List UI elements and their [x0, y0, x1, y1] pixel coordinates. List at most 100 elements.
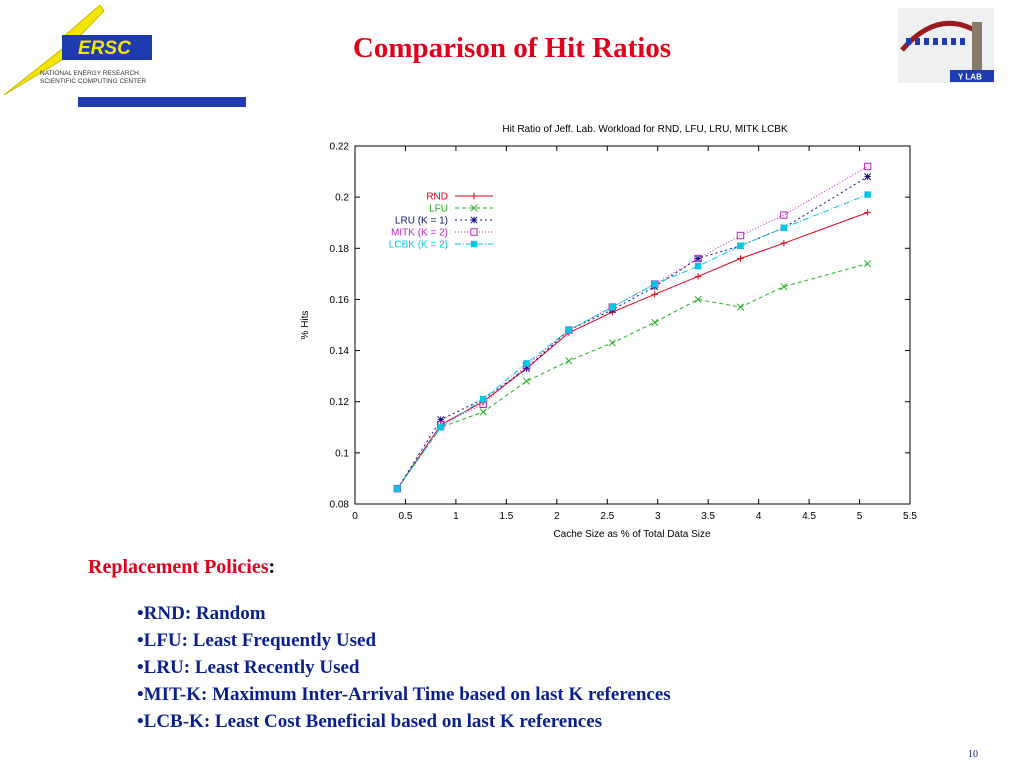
x-tick-label: 0: [352, 511, 358, 522]
x-tick-label: 3.5: [701, 511, 715, 522]
data-point-marker: [864, 173, 872, 181]
policy-item-text: RND: Random: [143, 603, 266, 624]
legend-label: LCBK (K = 2): [389, 240, 448, 251]
x-tick-label: 3: [655, 511, 661, 522]
y-tick-label: 0.12: [330, 397, 350, 408]
legend-label: MITK (K = 2): [391, 228, 448, 239]
legend-label: RND: [426, 192, 448, 203]
data-point-marker: [609, 303, 616, 311]
bullet: •: [137, 603, 144, 624]
data-point-marker: [780, 211, 788, 219]
data-point-marker: [780, 283, 788, 291]
data-point-marker: [479, 408, 487, 416]
data-point-marker: [523, 360, 530, 367]
lab-logo: Y LAB: [898, 8, 994, 83]
series-line: [396, 263, 868, 489]
axis-ticks: 0 0.5 1 1.5 2 2.5 3 3.5 4 4.5 5 5.5 0.08 0.1 0.12 0.14 0…: [330, 142, 918, 523]
lab-logo-text: Y LAB: [958, 73, 982, 82]
x-tick-label: 4: [756, 511, 762, 522]
lab-logo-windows-icon: [906, 38, 965, 45]
data-point-marker: [651, 291, 658, 298]
y-tick-label: 0.22: [330, 142, 350, 153]
data-point-marker: [780, 224, 788, 232]
data-point-marker: [736, 231, 745, 240]
policy-item-text: LFU: Least Frequently Used: [143, 630, 377, 651]
x-tick-label: 4.5: [802, 511, 816, 522]
y-tick-label: 0.2: [335, 193, 349, 204]
series-line: [396, 212, 868, 489]
policy-item: •LFU: Least Frequently Used: [137, 627, 671, 654]
data-point-marker: [479, 395, 487, 403]
nersc-logo: ERSC NATIONAL ENERGY RESEARCH SCIENTIFIC…: [3, 5, 246, 107]
data-point-marker: [864, 260, 872, 268]
data-point-marker: [736, 303, 745, 311]
policy-item: •LCB-K: Least Cost Beneficial based on l…: [137, 708, 671, 735]
data-point-marker: [394, 485, 401, 492]
data-point-marker: [437, 424, 444, 431]
policy-item-text: MIT-K: Maximum Inter-Arrival Time based …: [143, 684, 671, 705]
legend-label: LRU (K = 1): [395, 216, 448, 227]
logo-caption-line2: SCIENTIFIC COMPUTING CENTER: [40, 78, 146, 85]
policy-item-text: LRU: Least Recently Used: [143, 657, 360, 678]
x-tick-label: 5.5: [903, 511, 917, 522]
logo-text: ERSC: [78, 38, 131, 59]
series-mitk-k-2: [393, 162, 872, 493]
logo-caption-line1: NATIONAL ENERGY RESEARCH: [40, 70, 139, 77]
series-line: [396, 194, 868, 489]
x-tick-label: 1.5: [499, 511, 513, 522]
y-tick-label: 0.1: [335, 448, 349, 459]
bullet: •: [137, 630, 144, 651]
data-point-marker: [470, 216, 478, 224]
policy-list: •RND: Random •LFU: Least Frequently Used…: [137, 600, 671, 735]
data-point-marker: [864, 191, 871, 198]
policy-item: •RND: Random: [137, 600, 671, 627]
data-point-marker: [694, 262, 702, 270]
data-point-marker: [863, 162, 872, 171]
y-axis-label: % Hits: [300, 311, 311, 340]
y-tick-label: 0.16: [330, 295, 350, 306]
series-lfu: [393, 260, 872, 493]
data-point-marker: [565, 357, 573, 365]
data-point-marker: [651, 318, 659, 326]
legend-label: LFU: [429, 204, 448, 215]
series-line: [396, 166, 868, 489]
y-tick-label: 0.14: [330, 346, 350, 357]
data-point-marker: [470, 228, 478, 236]
hit-ratio-chart: Hit Ratio of Jeff. Lab. Workload for RND…: [300, 124, 918, 540]
plot-frame: [354, 145, 911, 505]
data-point-marker: [737, 242, 744, 249]
series-rnd: [394, 209, 871, 492]
policies-heading: Replacement Policies:: [88, 556, 275, 579]
x-axis-label: Cache Size as % of Total Data Size: [553, 529, 711, 540]
data-point-marker: [470, 192, 478, 200]
data-point-marker: [694, 273, 702, 280]
y-tick-label: 0.08: [330, 500, 350, 511]
x-tick-label: 0.5: [399, 511, 413, 522]
data-point-marker: [780, 239, 788, 247]
page-number: 10: [968, 749, 978, 760]
bullet: •: [137, 684, 144, 705]
x-tick-label: 5: [857, 511, 863, 522]
data-point-marker: [470, 240, 478, 248]
bullet: •: [137, 657, 144, 678]
data-point-marker: [737, 255, 744, 262]
policy-item: •LRU: Least Recently Used: [137, 654, 671, 681]
data-point-marker: [694, 295, 702, 303]
x-tick-label: 2.5: [600, 511, 614, 522]
data-point-marker: [864, 209, 871, 216]
data-point-marker: [694, 254, 702, 263]
data-point-marker: [522, 364, 531, 373]
policy-item: •MIT-K: Maximum Inter-Arrival Time based…: [137, 681, 671, 708]
data-point-marker: [694, 254, 702, 263]
page-title: Comparison of Hit Ratios: [352, 32, 672, 64]
policies-heading-text: Replacement Policies: [88, 556, 269, 578]
policy-item-text: LCB-K: Least Cost Beneficial based on la…: [143, 711, 603, 732]
bullet: •: [137, 711, 144, 732]
data-point-marker: [651, 280, 658, 288]
logo-box: [62, 35, 152, 60]
chart-title: Hit Ratio of Jeff. Lab. Workload for RND…: [502, 124, 788, 135]
y-tick-label: 0.18: [330, 244, 350, 255]
policies-heading-colon: :: [268, 556, 276, 578]
lab-logo-tower-icon: [972, 22, 982, 72]
